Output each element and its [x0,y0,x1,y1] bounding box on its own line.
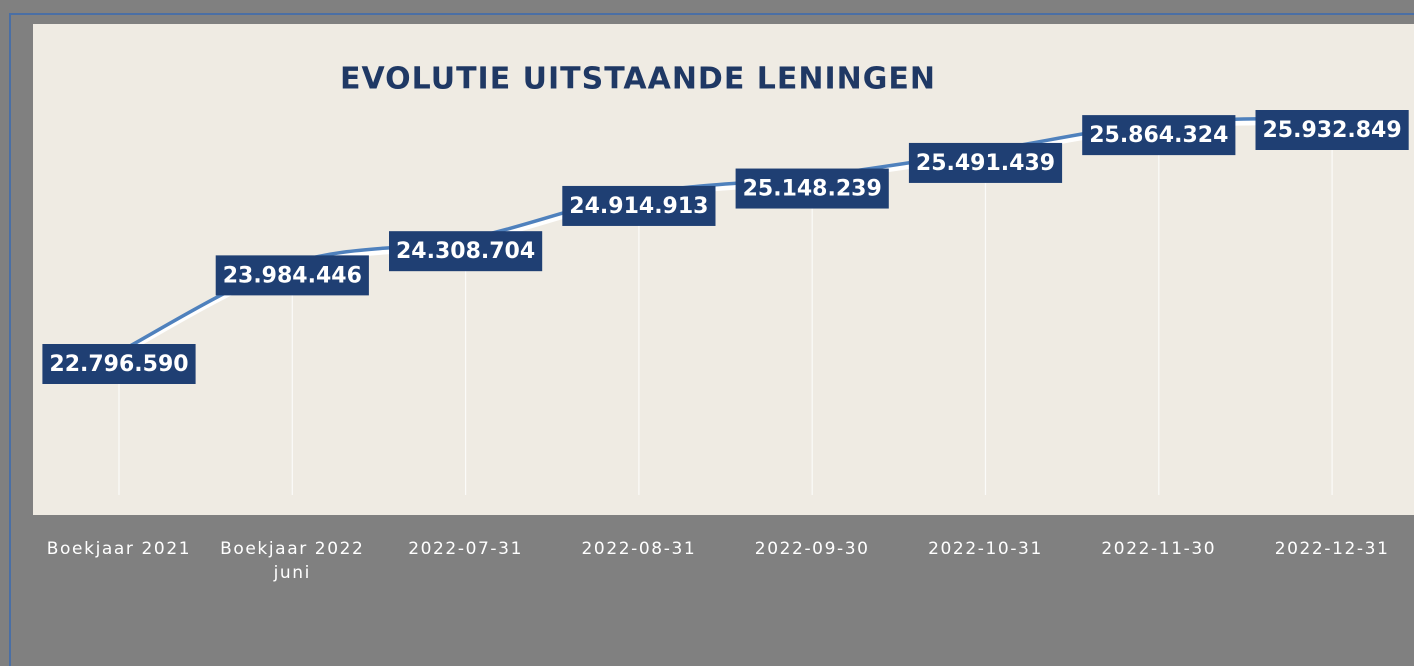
data-label: 24.308.704 [396,239,535,264]
x-tick-label: Boekjaar 2022 juni [220,539,365,583]
data-label: 25.932.849 [1263,118,1402,143]
data-label: 24.914.913 [569,194,708,219]
x-tick-label: 2022-11-30 [1101,539,1217,559]
x-tick-label: 2022-10-31 [928,539,1043,559]
data-label: 25.864.324 [1089,123,1228,148]
frame [9,13,1414,666]
data-label-box [42,344,196,384]
data-label-box [908,142,1063,183]
x-tick-label: Boekjaar 2021 [46,539,192,559]
x-tick-label: 2022-07-31 [408,539,523,559]
data-label-box [1082,115,1236,156]
data-label: 22.796.590 [49,352,188,377]
x-tick-label: 2022-08-31 [581,539,697,559]
data-label-box [389,231,543,272]
data-label: 25.491.439 [916,151,1055,176]
data-label-box [562,185,716,226]
data-label-box [1255,110,1409,150]
data-label: 25.148.239 [743,177,882,202]
data-label: 23.984.446 [223,263,362,288]
x-tick-label: 2022-12-31 [1274,539,1390,559]
data-label-box [735,168,889,209]
chart-title: EVOLUTIE UITSTAANDE LENINGEN [340,62,936,97]
x-tick-label: 2022-09-30 [754,539,870,559]
data-label-box [215,255,369,296]
